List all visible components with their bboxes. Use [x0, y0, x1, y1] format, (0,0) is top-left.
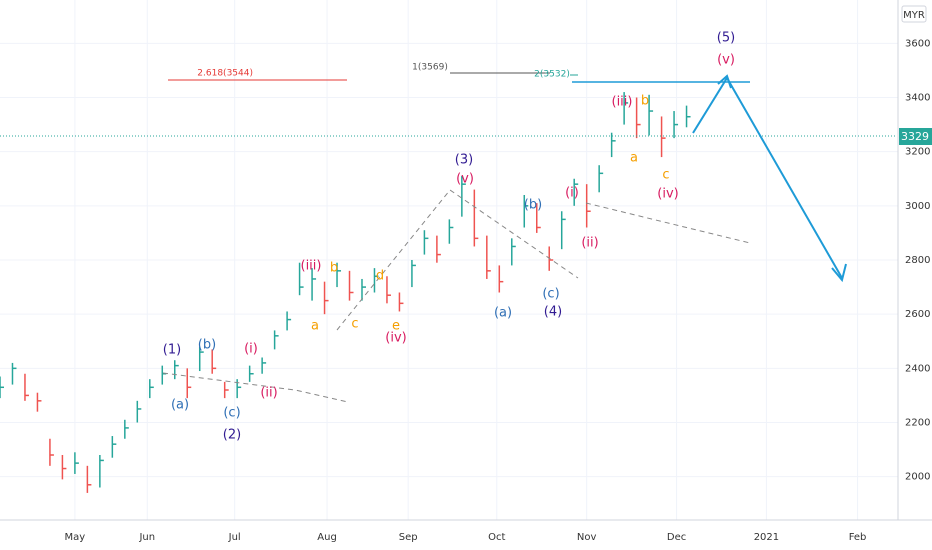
wave-label: (ii) [260, 386, 277, 401]
y-tick-label: 2200 [905, 418, 930, 429]
x-tick-label: Jun [138, 532, 155, 543]
last-price-box [899, 128, 932, 145]
wave-label: (ii) [581, 236, 598, 251]
x-tick-label: 2021 [754, 532, 779, 543]
wave-label: (iii) [612, 95, 633, 110]
currency-box [901, 5, 927, 23]
x-tick-label: Oct [488, 532, 505, 543]
arrow-head [717, 74, 732, 89]
wave-label: (5) [717, 31, 735, 46]
wave-label: b [641, 94, 649, 109]
wave-label: (c) [542, 287, 559, 302]
wave-label: (b) [198, 338, 216, 353]
y-tick-label: 3200 [905, 147, 930, 158]
wave-label: (a) [494, 306, 512, 321]
x-tick-label: Nov [577, 532, 597, 543]
drawings [0, 72, 896, 403]
wave-label: (iv) [657, 187, 678, 202]
last-price: 3329 [901, 130, 929, 143]
wave-label: b [330, 261, 338, 276]
x-tick-label: Feb [849, 532, 867, 543]
forecast-arrow [692, 76, 843, 279]
y-tick-label: 3400 [905, 93, 930, 104]
wave-label: e [392, 319, 400, 334]
x-tick-label: May [65, 532, 86, 543]
fib-label: 2.618(3544) [197, 69, 253, 79]
y-tick-label: 2400 [905, 363, 930, 374]
y-tick-label: 2000 [905, 472, 930, 483]
fib-label: 1(3569) [412, 63, 448, 73]
x-tick-label: Dec [667, 532, 686, 543]
wave-label: (v) [717, 53, 735, 68]
trend-line [336, 189, 579, 331]
x-tick-label: Aug [317, 532, 337, 543]
wave-label: (i) [565, 186, 579, 201]
trend-line [585, 202, 751, 244]
wave-label: (i) [244, 342, 258, 357]
currency: MYR [903, 10, 925, 21]
wave-label: d [376, 269, 384, 284]
y-tick-label: 3600 [905, 38, 930, 49]
wave-label: (iii) [301, 259, 322, 274]
wave-label: (4) [544, 305, 562, 320]
y-tick-label: 3000 [905, 201, 930, 212]
y-tick-label: 2600 [905, 309, 930, 320]
wave-label: (c) [223, 406, 240, 421]
wave-label: (1) [163, 343, 181, 358]
price-bars [0, 92, 691, 493]
wave-label: (2) [223, 428, 241, 443]
annotations: (1)(a)(b)(c)(2)(i)(ii)(iii)abcde(iv)(3)(… [163, 31, 735, 443]
y-tick-label: 2800 [905, 255, 930, 266]
x-tick-label: Jul [228, 532, 241, 543]
wave-label: a [311, 319, 319, 334]
wave-label: (v) [456, 172, 474, 187]
wave-label: (iv) [385, 331, 406, 346]
x-tick-label: Sep [399, 532, 418, 543]
wave-label: a [630, 151, 638, 166]
wave-label: c [351, 317, 358, 332]
wave-label: c [662, 168, 669, 183]
fib-label: 2(3532) [534, 70, 570, 80]
arrow-head [831, 263, 847, 283]
wave-label: (3) [455, 153, 473, 168]
axes: 2000 2200 2400 2600 2800 3000 3200 3400 3600 May J… [65, 38, 931, 543]
wave-label: (a) [171, 398, 189, 413]
wave-label: (b) [524, 198, 542, 213]
grid [0, 0, 898, 520]
